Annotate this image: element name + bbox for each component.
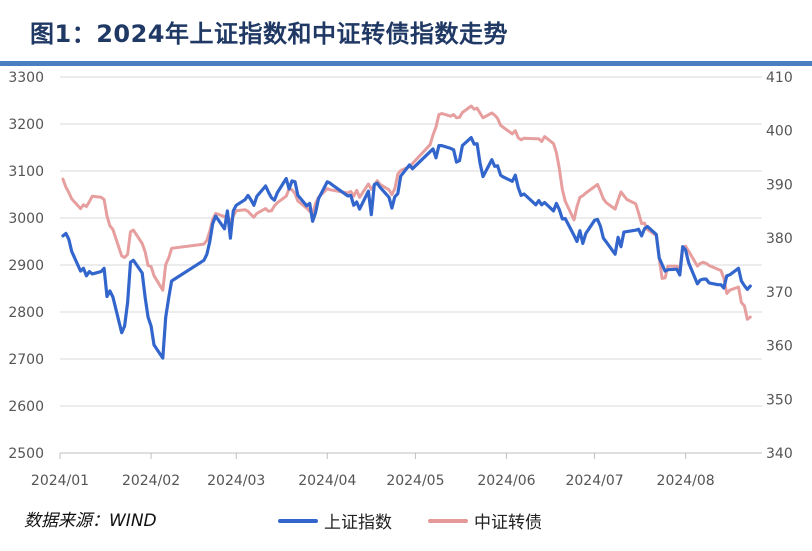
legend-label-series-1: 上证指数	[324, 513, 392, 533]
y-left-tick-label: 3000	[8, 211, 44, 227]
y-right-tick-label: 400	[766, 124, 793, 140]
y-right-tick-label: 360	[766, 339, 793, 355]
y-left-tick-label: 2800	[8, 305, 44, 321]
legend-label-series-2: 中证转债	[474, 513, 542, 533]
x-tick-label: 2024/01	[31, 473, 89, 489]
y-left-tick-label: 2900	[8, 258, 44, 274]
y-left-tick-label: 2700	[8, 352, 44, 368]
title-divider	[0, 61, 812, 66]
y-left-tick-label: 2600	[8, 399, 44, 415]
y-right-tick-label: 410	[766, 70, 793, 86]
chart-title: 图1：2024年上证指数和中证转债指数走势	[30, 20, 508, 48]
x-tick-label: 2024/05	[386, 473, 444, 489]
series-line-1	[61, 136, 752, 360]
chart-legend: 上证指数 中证转债	[278, 508, 578, 533]
legend-swatch-series-2	[428, 518, 468, 523]
x-tick-label: 2024/03	[207, 473, 265, 489]
source-note: 数据来源：WIND	[24, 511, 157, 531]
series-line-2	[61, 104, 752, 321]
y-left-tick-label: 3300	[8, 70, 44, 86]
legend-item-series-1: 上证指数	[278, 508, 392, 533]
y-right-tick-label: 340	[766, 446, 793, 462]
x-tick-label: 2024/02	[122, 473, 180, 489]
y-left-tick-label: 2500	[8, 446, 44, 462]
y-right-tick-label: 370	[766, 285, 793, 301]
x-tick-label: 2024/07	[565, 473, 623, 489]
y-right-tick-label: 390	[766, 177, 793, 193]
x-tick-label: 2024/08	[657, 473, 715, 489]
x-tick-label: 2024/06	[477, 473, 535, 489]
x-tick-label: 2024/04	[298, 473, 356, 489]
y-right-tick-label: 350	[766, 392, 793, 408]
y-left-tick-label: 3100	[8, 164, 44, 180]
legend-item-series-2: 中证转债	[428, 508, 542, 533]
y-right-tick-label: 380	[766, 231, 793, 247]
legend-swatch-series-1	[278, 518, 318, 523]
y-left-tick-label: 3200	[8, 117, 44, 133]
